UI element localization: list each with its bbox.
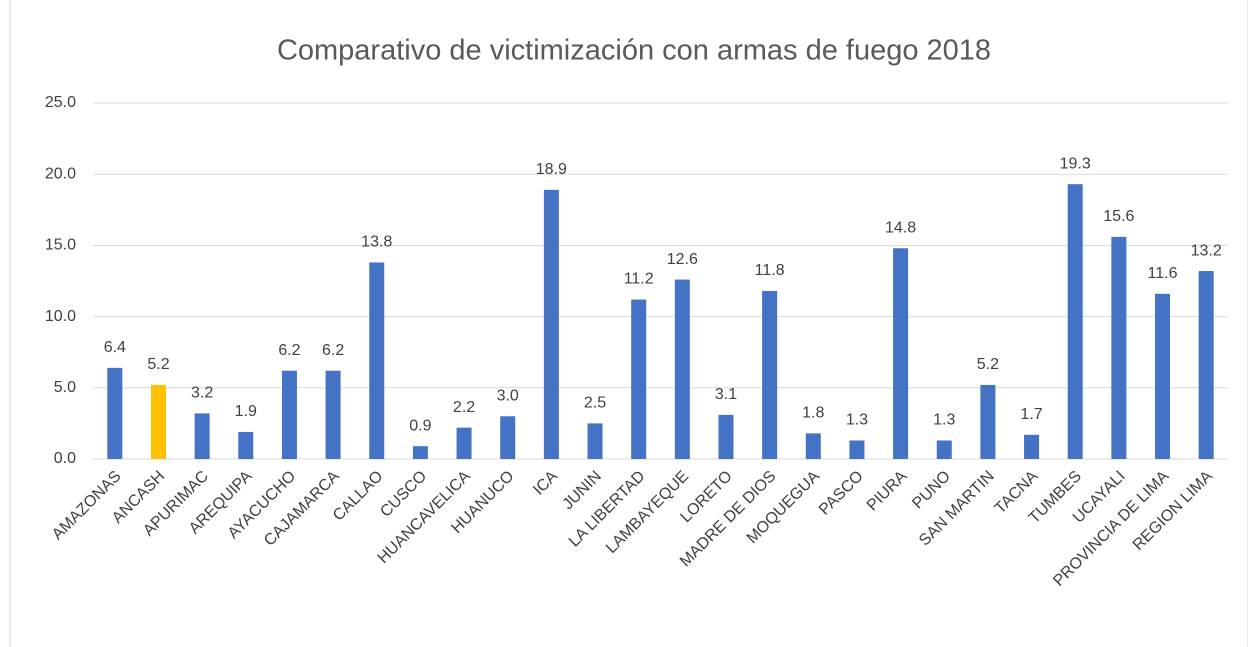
y-tick-label: 15.0 xyxy=(45,237,76,254)
value-label: 11.2 xyxy=(624,271,654,288)
value-label: 19.3 xyxy=(1060,155,1091,172)
value-label: 3.2 xyxy=(191,385,213,402)
value-label: 11.8 xyxy=(755,262,785,279)
value-label: 2.5 xyxy=(584,395,606,412)
y-tick-label: 0.0 xyxy=(54,450,76,467)
value-label: 5.2 xyxy=(977,356,999,373)
chart-title: Comparativo de victimización con armas d… xyxy=(277,35,991,67)
bar xyxy=(849,440,865,459)
y-tick-label: 25.0 xyxy=(45,94,76,111)
value-label: 13.8 xyxy=(361,234,392,251)
value-label: 6.2 xyxy=(322,342,344,359)
bar xyxy=(1024,434,1040,459)
chart-border xyxy=(9,0,1248,647)
bar xyxy=(1155,293,1171,459)
value-label: 3.0 xyxy=(497,387,519,404)
value-label: 11.6 xyxy=(1148,265,1178,282)
value-label: 15.6 xyxy=(1103,208,1134,225)
bar xyxy=(1111,236,1127,459)
bar xyxy=(194,413,210,459)
bar xyxy=(107,367,123,459)
bar xyxy=(238,431,254,459)
y-tick-label: 10.0 xyxy=(45,308,76,325)
bar xyxy=(150,384,166,459)
value-label: 3.1 xyxy=(715,386,737,403)
bar xyxy=(893,248,909,459)
bar xyxy=(369,262,385,459)
y-tick-label: 20.0 xyxy=(45,165,76,182)
value-label: 0.9 xyxy=(409,417,431,434)
value-label: 6.4 xyxy=(104,339,126,356)
bar xyxy=(674,279,690,459)
bar xyxy=(456,427,472,459)
bar xyxy=(631,299,647,459)
bar xyxy=(281,370,297,459)
value-label: 1.7 xyxy=(1020,406,1042,423)
value-label: 1.3 xyxy=(846,412,868,429)
bar xyxy=(543,189,559,459)
bar xyxy=(1198,271,1214,459)
bar xyxy=(1067,184,1083,459)
bar xyxy=(500,416,516,459)
value-label: 1.8 xyxy=(802,405,824,422)
value-label: 6.2 xyxy=(278,342,300,359)
value-label: 13.2 xyxy=(1191,242,1222,259)
bar xyxy=(805,433,821,459)
value-label: 5.2 xyxy=(147,356,169,373)
bar xyxy=(325,370,341,459)
value-label: 2.2 xyxy=(453,399,475,416)
y-tick-label: 5.0 xyxy=(54,379,76,396)
bar xyxy=(936,440,952,459)
value-label: 1.3 xyxy=(933,412,955,429)
bar xyxy=(718,414,734,459)
bar xyxy=(412,446,428,459)
value-label: 12.6 xyxy=(667,251,698,268)
bar xyxy=(980,384,996,459)
value-label: 18.9 xyxy=(536,161,567,178)
value-label: 1.9 xyxy=(235,403,257,420)
bar xyxy=(587,423,603,459)
bar xyxy=(762,290,778,459)
value-label: 14.8 xyxy=(885,219,916,236)
